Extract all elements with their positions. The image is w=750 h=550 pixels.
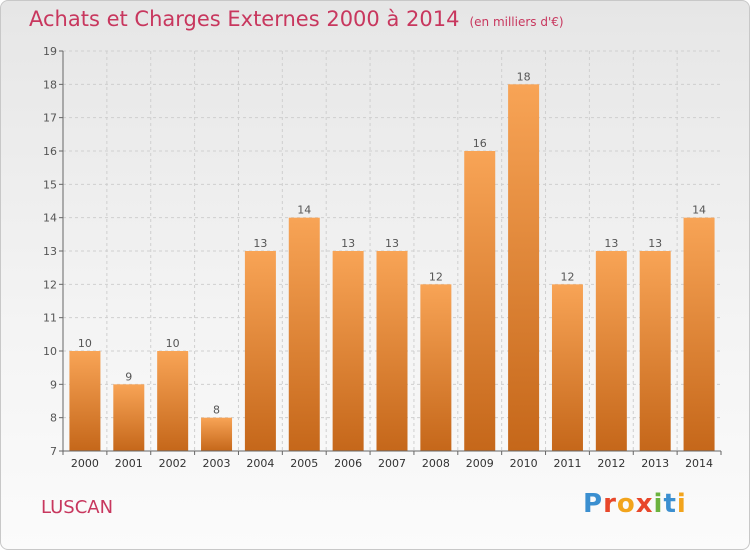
chart-title: Achats et Charges Externes 2000 à 2014 (e… — [29, 7, 564, 31]
bars — [69, 84, 715, 451]
y-tick-label: 13 — [43, 245, 57, 258]
x-tick-label: 2012 — [597, 457, 625, 470]
chart-title-text: Achats et Charges Externes 2000 à 2014 — [29, 7, 460, 31]
x-tick-label: 2001 — [115, 457, 143, 470]
bar — [464, 151, 496, 451]
data-label: 13 — [253, 237, 267, 250]
chart-unit: (en milliers d'€) — [469, 15, 564, 29]
x-tick-label: 2005 — [290, 457, 318, 470]
data-label: 8 — [213, 404, 220, 417]
y-tick-label: 11 — [43, 312, 57, 325]
bar — [113, 384, 145, 451]
y-tick-label: 16 — [43, 145, 57, 158]
y-tick-label: 15 — [43, 178, 57, 191]
x-tick-label: 2011 — [553, 457, 581, 470]
bar — [551, 284, 583, 451]
bar — [420, 284, 452, 451]
data-label: 9 — [125, 370, 132, 383]
bar — [595, 251, 627, 451]
data-label: 14 — [297, 204, 311, 217]
x-tick-label: 2003 — [203, 457, 231, 470]
logo-letter: P — [583, 489, 604, 519]
logo-letter: i — [676, 489, 687, 519]
logo-letter: t — [663, 489, 677, 519]
x-tick-label: 2010 — [510, 457, 538, 470]
x-tick-label: 2013 — [641, 457, 669, 470]
y-tick-label: 17 — [43, 112, 57, 125]
logo-letter: x — [635, 489, 654, 519]
y-tick-label: 19 — [43, 45, 57, 58]
bar — [639, 251, 671, 451]
bar — [683, 217, 715, 451]
data-label: 13 — [385, 237, 399, 250]
city-name: LUSCAN — [41, 497, 114, 518]
bar — [288, 217, 320, 451]
data-label: 18 — [517, 70, 531, 83]
data-label: 12 — [560, 270, 574, 283]
bar — [157, 351, 189, 451]
data-label: 16 — [473, 137, 487, 150]
y-tick-label: 7 — [50, 445, 57, 458]
data-label: 13 — [648, 237, 662, 250]
x-tick-label: 2014 — [685, 457, 713, 470]
proxiti-logo: Proxiti — [583, 489, 687, 519]
y-tick-label: 10 — [43, 345, 57, 358]
labels: 7 8 9 10 11 12 13 14 15 16 17 18 19 10 2000 9 2001 10 2002… — [43, 45, 713, 470]
axes — [59, 50, 722, 455]
data-label: 13 — [604, 237, 618, 250]
y-tick-label: 12 — [43, 278, 57, 291]
x-tick-label: 2008 — [422, 457, 450, 470]
y-tick-label: 8 — [50, 412, 57, 425]
logo-letter: i — [653, 489, 664, 519]
bar — [244, 251, 276, 451]
y-tick-label: 9 — [50, 378, 57, 391]
bar — [69, 351, 101, 451]
x-tick-label: 2004 — [246, 457, 274, 470]
x-tick-label: 2009 — [466, 457, 494, 470]
data-label: 14 — [692, 204, 706, 217]
data-label: 10 — [166, 337, 180, 350]
x-tick-label: 2006 — [334, 457, 362, 470]
bar — [508, 84, 540, 451]
data-label: 10 — [78, 337, 92, 350]
bar — [376, 251, 408, 451]
x-tick-label: 2007 — [378, 457, 406, 470]
x-tick-label: 2000 — [71, 457, 99, 470]
x-tick-label: 2002 — [159, 457, 187, 470]
data-label: 13 — [341, 237, 355, 250]
y-tick-label: 14 — [43, 212, 57, 225]
logo-letter: o — [616, 489, 636, 519]
bar — [332, 251, 364, 451]
logo-letter: r — [603, 489, 617, 519]
data-label: 12 — [429, 270, 443, 283]
y-tick-label: 18 — [43, 78, 57, 91]
bar — [201, 417, 233, 451]
